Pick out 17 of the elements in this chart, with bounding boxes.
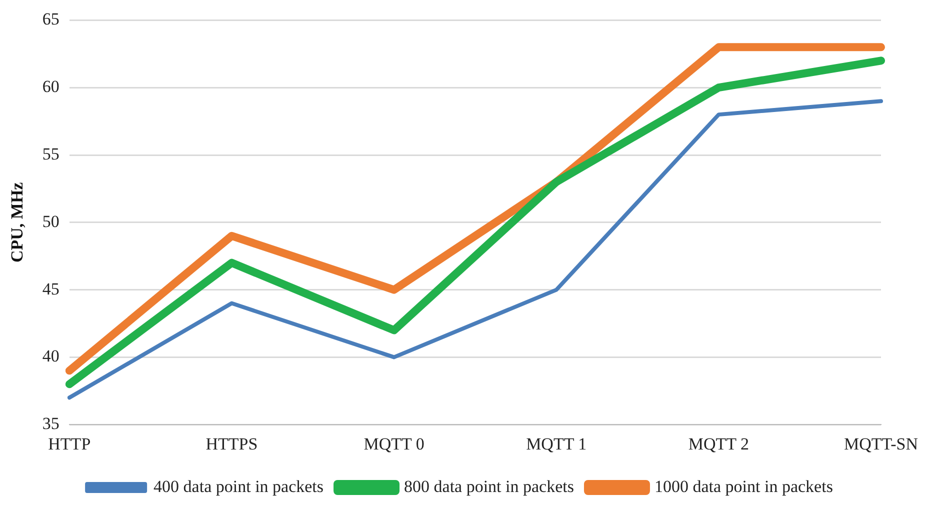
legend-label: 1000 data point in packets: [654, 476, 833, 496]
x-tick-label: MQTT 2: [688, 434, 749, 454]
y-tick-label: 45: [42, 279, 60, 298]
legend-label: 400 data point in packets: [154, 476, 324, 496]
y-tick-label: 40: [42, 346, 60, 366]
x-tick-label: HTTPS: [206, 434, 258, 454]
y-tick-label: 65: [42, 10, 60, 29]
x-tick-label: MQTT 0: [364, 434, 424, 454]
y-tick-label: 50: [42, 212, 60, 231]
y-tick-label: 35: [42, 414, 60, 434]
y-tick-label: 55: [42, 144, 60, 164]
legend-label: 800 data point in packets: [404, 476, 574, 496]
x-tick-label: HTTP: [48, 434, 91, 454]
y-axis-title: CPU, MHz: [8, 182, 27, 263]
x-tick-label: MQTT 1: [526, 434, 587, 454]
y-tick-label: 60: [42, 77, 60, 96]
x-tick-label: MQTT-SN: [844, 434, 918, 454]
